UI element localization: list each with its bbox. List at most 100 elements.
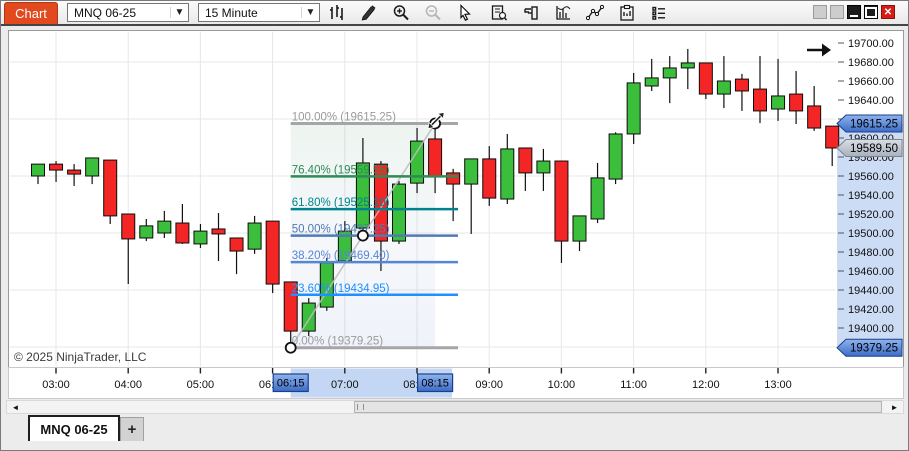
maximize-icon xyxy=(865,6,877,18)
time-tick-label: 05:00 xyxy=(187,379,215,391)
candle xyxy=(644,77,659,87)
fib-anchor-handle[interactable] xyxy=(356,229,369,242)
chart-trader-icon[interactable] xyxy=(519,3,543,23)
chevron-down-icon: ▼ xyxy=(301,7,319,18)
candle xyxy=(139,225,154,239)
pointer-icon[interactable] xyxy=(453,3,477,23)
inactive-window-button-2[interactable] xyxy=(830,5,844,19)
candle xyxy=(608,133,623,180)
price-tick-label: 19660.00 xyxy=(848,76,894,88)
price-badge-blue xyxy=(836,338,903,357)
pencil-icon[interactable] xyxy=(357,3,381,23)
candle xyxy=(753,88,767,112)
candle xyxy=(157,220,172,234)
time-anchor-badge xyxy=(417,373,454,393)
time-badge-label: 08:15 xyxy=(421,378,449,390)
time-tick-label: 07:00 xyxy=(331,379,359,391)
fib-level-label: 0.00% (19379.25) xyxy=(292,336,384,348)
instrument-selector-value: MNQ 06-25 xyxy=(74,5,137,20)
candle xyxy=(518,147,533,174)
price-axis[interactable]: 19700.0019680.0019660.0019640.0019620.00… xyxy=(836,38,903,357)
price-tick-label: 19520.00 xyxy=(848,209,894,221)
price-tick-label: 19460.00 xyxy=(848,266,894,278)
candle xyxy=(211,228,226,235)
time-tick-label: 09:00 xyxy=(475,379,503,391)
price-badge-label: 19589.50 xyxy=(850,143,898,155)
properties-icon[interactable] xyxy=(647,3,671,23)
title-bar: Chart MNQ 06-25 ▼ 15 Minute ▼ xyxy=(1,1,908,26)
candle xyxy=(554,160,569,242)
scrollbar-thumb[interactable] xyxy=(354,401,882,413)
time-tick-label: 04:00 xyxy=(114,379,142,391)
close-button[interactable]: ✕ xyxy=(881,5,895,19)
minimize-button[interactable] xyxy=(847,5,861,19)
data-box-icon[interactable] xyxy=(487,3,511,23)
candle xyxy=(103,159,118,217)
price-tick-label: 19500.00 xyxy=(848,228,894,240)
price-tick-label: 19680.00 xyxy=(848,57,894,69)
indicators-icon[interactable] xyxy=(551,3,575,23)
scrollbar-grip[interactable] xyxy=(357,404,364,410)
drawing-tools-icon[interactable] xyxy=(583,3,607,23)
candle xyxy=(31,163,45,177)
candle xyxy=(175,222,190,244)
candle xyxy=(355,162,370,229)
candle xyxy=(572,215,587,242)
candle xyxy=(464,158,479,185)
candlestick-series xyxy=(31,48,840,348)
price-badge-blue xyxy=(836,114,903,133)
copyright-text: © 2025 NinjaTrader, LLC xyxy=(14,350,147,364)
candle xyxy=(67,169,82,175)
candle xyxy=(49,163,64,171)
scroll-left-icon[interactable]: ◄ xyxy=(11,402,20,412)
fib-anchor-handle[interactable] xyxy=(284,341,297,354)
time-tick-label: 10:00 xyxy=(548,379,576,391)
inactive-window-button-1[interactable] xyxy=(813,5,827,19)
zoom-in-icon[interactable] xyxy=(389,3,413,23)
fib-level-label: 23.60% (19434.95) xyxy=(292,283,390,295)
fib-level-label: 76.40% (19559.55) xyxy=(292,164,390,176)
candle xyxy=(825,125,840,149)
zoom-out-icon[interactable] xyxy=(421,3,445,23)
maximize-button[interactable] xyxy=(864,5,878,19)
candle xyxy=(698,62,713,95)
price-tick-label: 19700.00 xyxy=(848,38,894,50)
candle xyxy=(662,67,677,79)
chart-canvas[interactable]: 100.00% (19615.25) 76.40% (19559.55) 61.80… xyxy=(1,1,909,400)
fib-level-label: 38.20% (19469.40) xyxy=(292,250,390,262)
candle xyxy=(716,80,731,95)
horizontal-scrollbar[interactable]: ◄ ► xyxy=(6,400,904,414)
chevron-down-icon: ▼ xyxy=(170,7,188,18)
interval-selector[interactable]: 15 Minute ▼ xyxy=(198,3,320,22)
candle xyxy=(247,222,262,250)
chart-style-icon[interactable] xyxy=(325,3,349,23)
window-title-tab[interactable]: Chart xyxy=(4,2,58,24)
minimize-icon xyxy=(850,14,858,17)
candle xyxy=(680,62,695,69)
price-tick-label: 19400.00 xyxy=(848,323,894,335)
time-tick-label: 13:00 xyxy=(764,379,792,391)
price-tick-label: 19440.00 xyxy=(848,285,894,297)
resize-cursor-icon xyxy=(427,112,445,129)
time-tick-label: 11:00 xyxy=(620,379,647,391)
fib-level-label: 50.00% (19497.25) xyxy=(292,224,390,236)
price-tick-label: 19540.00 xyxy=(848,190,894,202)
price-badge-label: 19379.25 xyxy=(850,343,898,355)
candle xyxy=(626,82,641,135)
price-badge-label: 19615.25 xyxy=(850,119,898,131)
strategies-icon[interactable] xyxy=(615,3,639,23)
price-tick-label: 19480.00 xyxy=(848,247,894,259)
candle xyxy=(590,177,605,220)
candle xyxy=(789,93,804,112)
time-axis[interactable]: 03:00 04:00 05:00 06:00 07:00 08:00 09:00 10:00… xyxy=(42,368,792,398)
instrument-selector[interactable]: MNQ 06-25 ▼ xyxy=(67,3,189,22)
add-tab-button[interactable]: + xyxy=(120,417,144,441)
scroll-right-icon[interactable]: ► xyxy=(890,402,899,412)
candle xyxy=(392,183,406,242)
price-tick-label: 19640.00 xyxy=(848,95,894,107)
go-to-latest-icon[interactable] xyxy=(807,43,831,57)
candle xyxy=(121,213,136,240)
tab-mnq-06-25[interactable]: MNQ 06-25 xyxy=(28,415,120,441)
candle xyxy=(428,138,443,178)
